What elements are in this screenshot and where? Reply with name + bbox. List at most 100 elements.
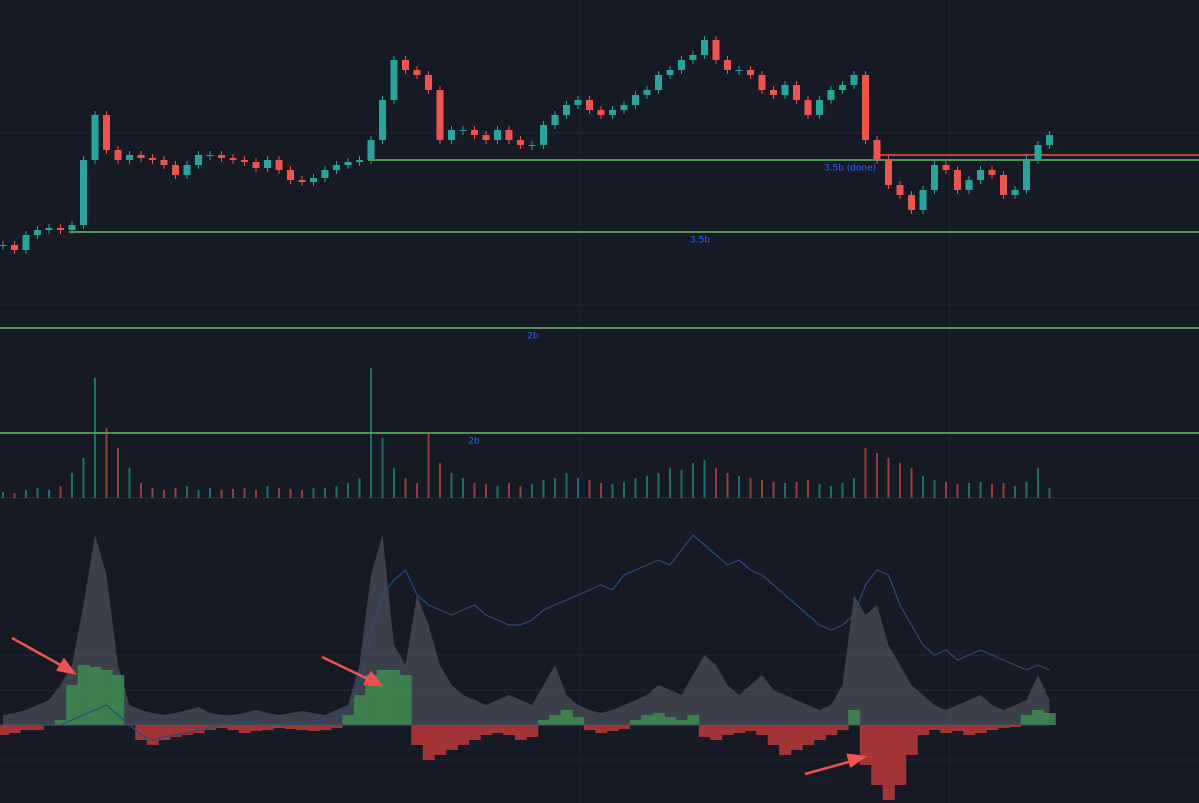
volume-bar <box>1025 482 1028 498</box>
candle-body <box>34 230 41 235</box>
candle-body <box>666 70 674 75</box>
candle-body <box>1046 135 1053 145</box>
level-label: 2b <box>527 332 539 342</box>
candle-body <box>735 70 743 71</box>
volume-bar <box>335 486 338 498</box>
volume-bar <box>105 428 108 498</box>
volume-bar <box>588 480 591 498</box>
candle-body <box>1011 190 1019 195</box>
candle-body <box>919 190 927 210</box>
candle-body <box>896 185 904 195</box>
arrow-head <box>846 753 868 769</box>
candle-body <box>448 130 455 140</box>
candle-body <box>126 155 133 160</box>
delta-bar <box>100 670 113 725</box>
volume-bar <box>864 448 867 498</box>
volume-bar <box>508 483 510 498</box>
delta-bar <box>503 725 516 735</box>
delta-bar <box>353 695 366 725</box>
candle-body <box>390 60 398 100</box>
volume-bar <box>680 470 683 498</box>
candle-body <box>517 140 524 145</box>
candle-body <box>494 130 501 140</box>
delta-bar <box>342 715 355 725</box>
delta-bar <box>215 725 228 728</box>
delta-bar <box>917 725 930 735</box>
candle-body <box>482 135 490 140</box>
delta-bar <box>250 725 263 731</box>
volume-bar <box>381 438 384 498</box>
delta-bar <box>146 725 159 745</box>
candle-body <box>160 160 168 165</box>
volume-bar <box>577 478 579 498</box>
volume-bar <box>117 448 119 498</box>
volume-bar <box>174 488 177 498</box>
delta-bar <box>365 675 378 725</box>
delta-bar <box>618 725 631 729</box>
volume-bar <box>59 486 62 498</box>
delta-bar <box>894 725 907 785</box>
volume-bar <box>370 368 372 498</box>
delta-bar <box>77 665 90 725</box>
delta-bar <box>261 725 274 730</box>
delta-bar <box>0 725 10 735</box>
candle-body <box>91 115 99 160</box>
volume-bar <box>726 473 729 498</box>
delta-bar <box>997 725 1010 728</box>
volume-bar <box>623 482 625 498</box>
volume-bar <box>324 488 326 498</box>
candle-body <box>850 75 858 85</box>
candle-body <box>931 165 938 190</box>
delta-bar <box>629 720 642 725</box>
volume-bar <box>692 463 694 498</box>
delta-bar <box>376 670 389 725</box>
volume-bar <box>255 490 257 498</box>
delta-bar <box>698 725 711 737</box>
candle-body <box>310 178 317 182</box>
volume-bar <box>232 489 234 498</box>
volume-bar <box>48 490 50 498</box>
volume-bar <box>1002 483 1005 498</box>
candle-body <box>839 85 846 90</box>
volume-bar <box>519 486 522 498</box>
volume-bar <box>278 488 280 498</box>
candle-body <box>954 170 961 190</box>
candle-body <box>425 75 432 90</box>
delta-bar <box>859 725 872 765</box>
activity-area <box>3 535 1050 725</box>
delta-bar <box>675 720 688 725</box>
volume-bar <box>853 478 855 498</box>
volume-bar <box>910 468 913 498</box>
delta-bar <box>1043 713 1056 725</box>
candle-body <box>1034 145 1042 160</box>
volume-bar <box>899 463 901 498</box>
delta-bar <box>491 725 504 733</box>
delta-bar <box>710 725 723 740</box>
volume-bar <box>1014 486 1016 498</box>
volume-bar <box>25 490 27 498</box>
candle-body <box>298 180 306 182</box>
volume-bar <box>485 484 487 498</box>
delta-bar <box>457 725 470 745</box>
volume-bar <box>347 483 349 498</box>
delta-bar <box>802 725 815 745</box>
delta-bar <box>848 710 861 725</box>
candle-body <box>379 100 386 140</box>
arrow-head <box>56 657 77 675</box>
candle-body <box>551 115 559 125</box>
volume-bar <box>462 478 464 498</box>
delta-bar <box>595 725 608 733</box>
volume-bar <box>611 484 614 498</box>
delta-bar <box>825 725 838 735</box>
delta-bar <box>388 670 401 725</box>
candle-body <box>1000 175 1007 195</box>
delta-bar <box>434 725 447 755</box>
candle-body <box>620 105 628 110</box>
candle-body <box>712 40 720 60</box>
volume-bar <box>784 483 786 498</box>
level-label: 3.5b <box>690 236 710 246</box>
delta-bar <box>319 725 332 730</box>
level-label: 2b <box>468 437 480 447</box>
volume-bar <box>128 468 131 498</box>
